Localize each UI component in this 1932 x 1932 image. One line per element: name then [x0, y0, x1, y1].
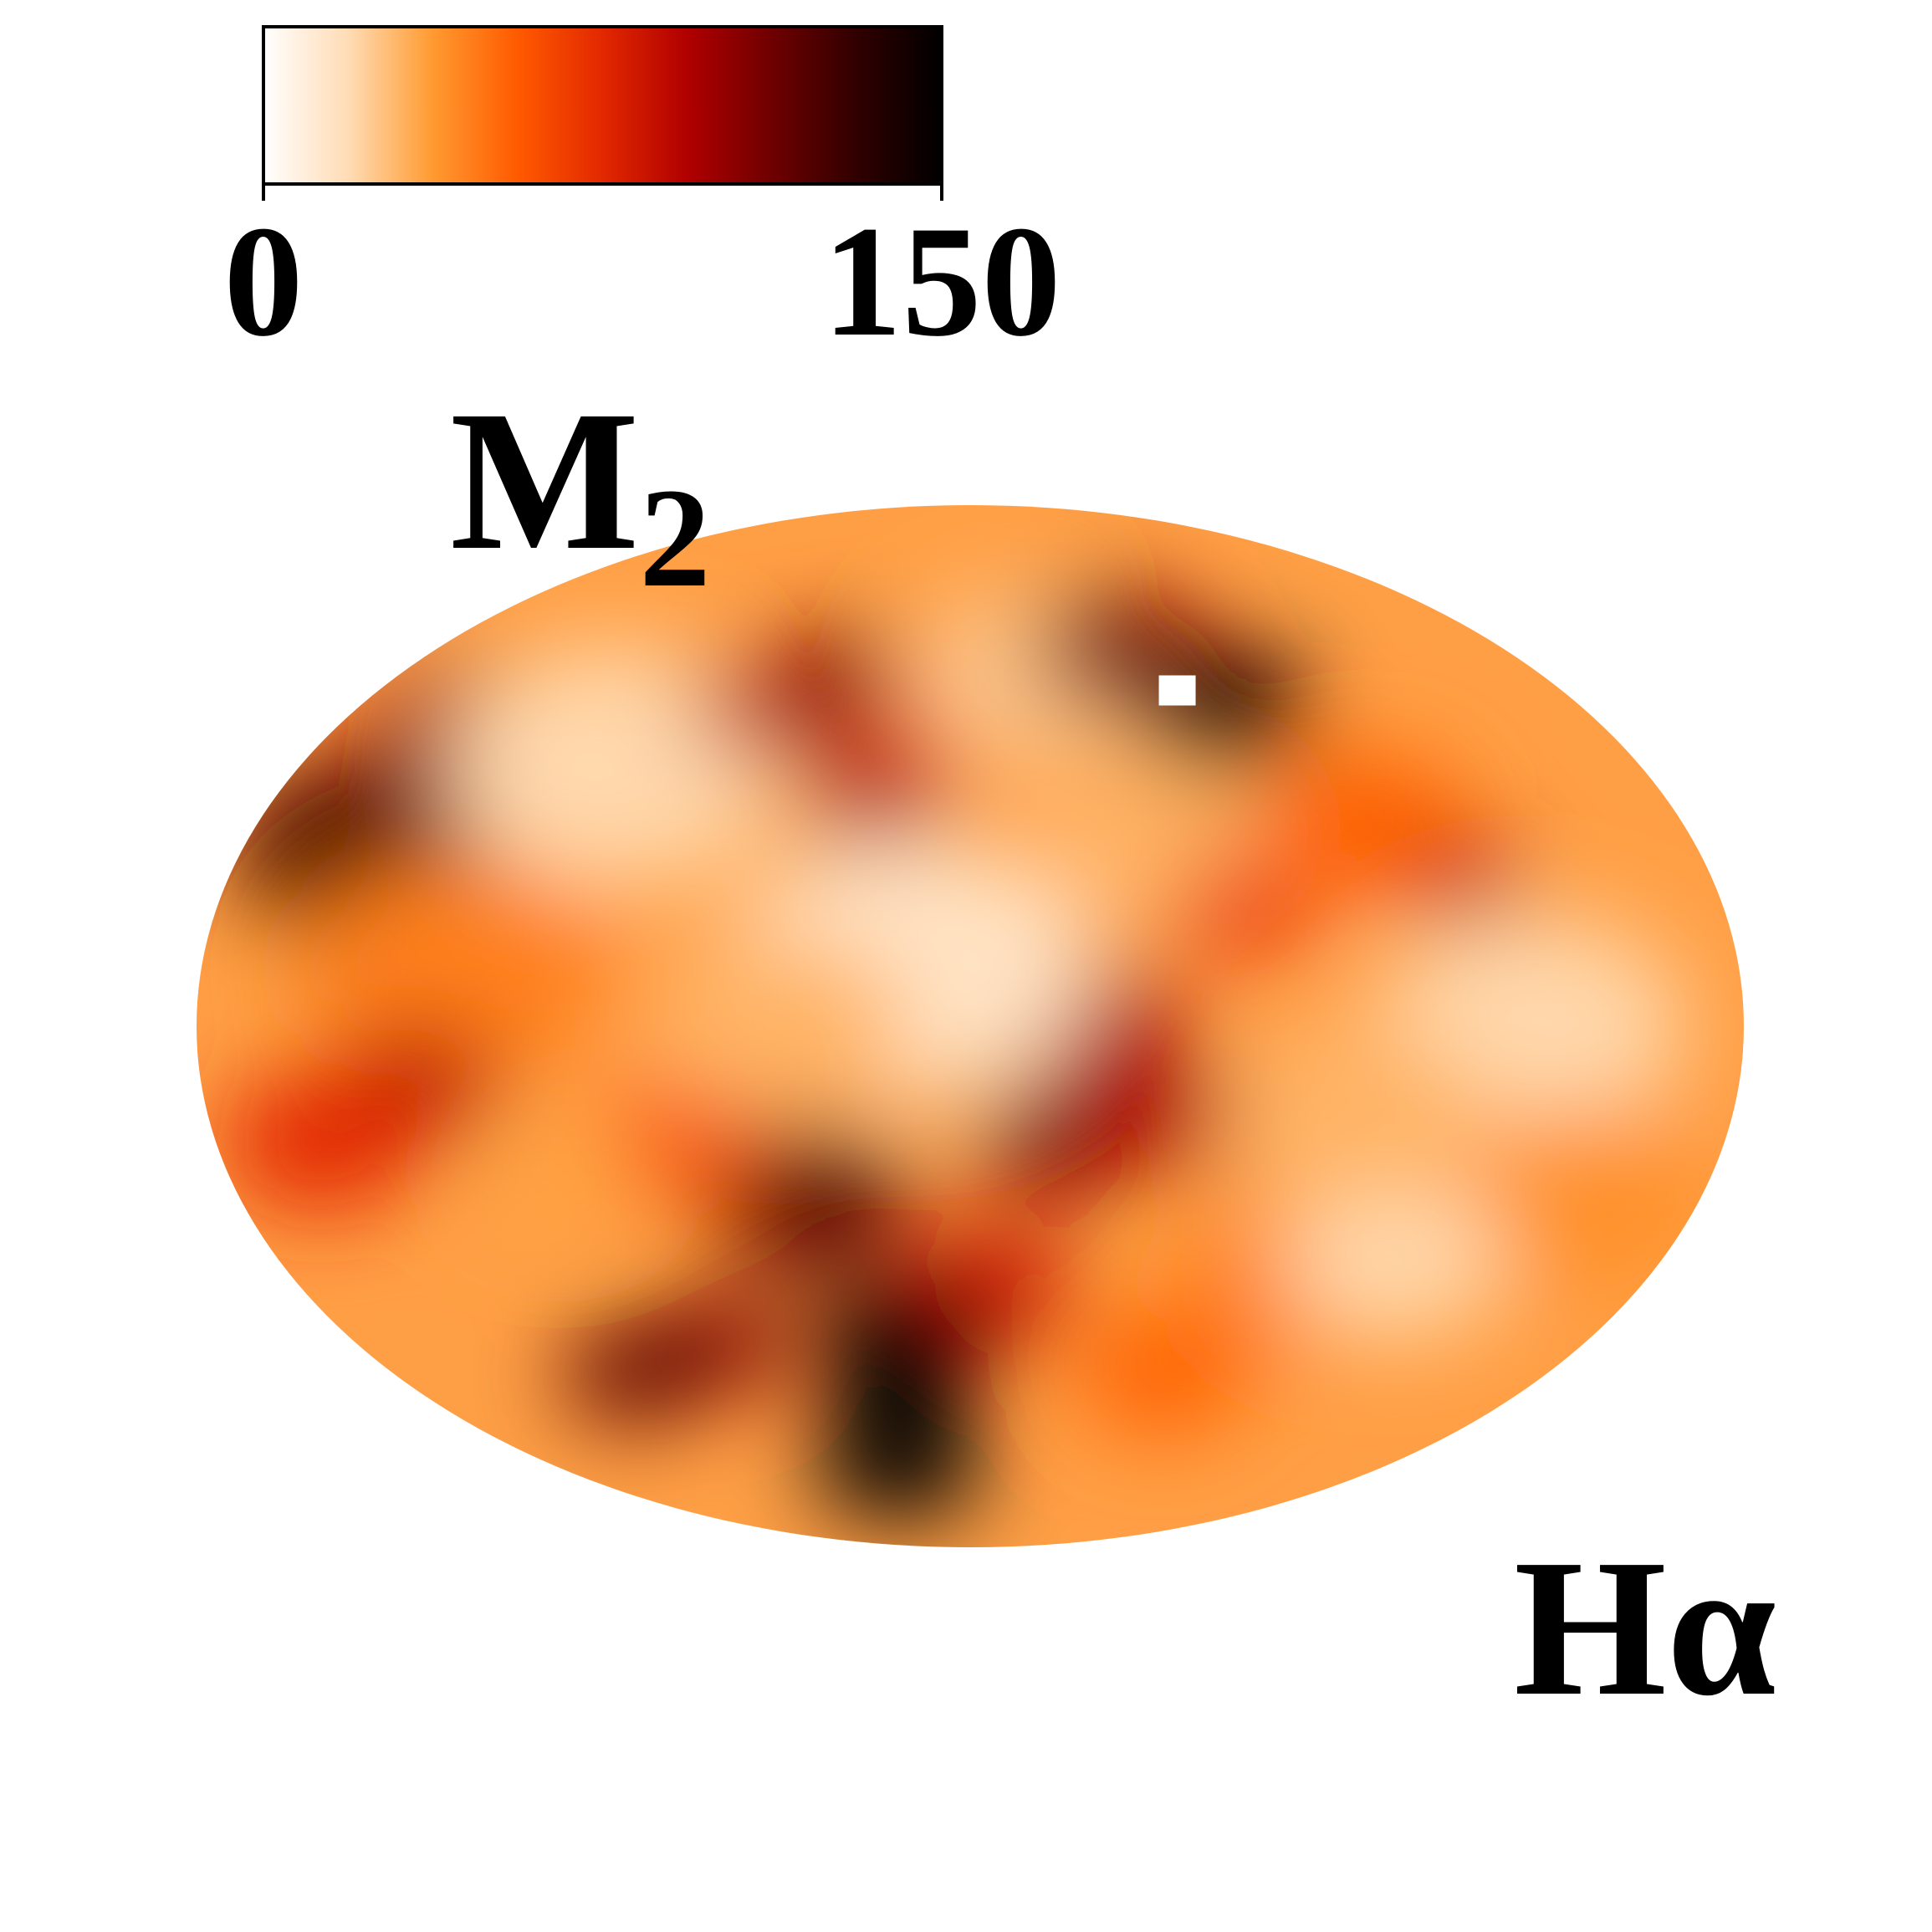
colorbar-fill [262, 25, 943, 186]
map-feature [1224, 1022, 1480, 1204]
corner-label: Hα [1514, 1519, 1776, 1736]
map-feature [1266, 753, 1466, 894]
sky-map [197, 505, 1744, 1547]
map-feature [1140, 647, 1311, 769]
map-feature [1280, 1177, 1508, 1338]
colorbar-tick-label-max: 150 [823, 194, 1061, 370]
map-feature [813, 1400, 984, 1521]
map-feature [1076, 1313, 1248, 1434]
map-feature [301, 857, 615, 1079]
colorbar-tick-label-min: 0 [224, 194, 304, 370]
map-feature [472, 1111, 643, 1232]
panel-label: M2 [450, 369, 711, 616]
map-feature [1408, 841, 1523, 922]
map-feature [648, 936, 905, 1117]
map-feature [708, 1129, 908, 1270]
panel-label-subscript: 2 [640, 459, 711, 616]
masked-pixel [1158, 675, 1196, 706]
map-feature [562, 1323, 705, 1424]
map-feature [1449, 1109, 1706, 1291]
map-feature [1082, 1057, 1239, 1168]
map-feature [810, 1279, 995, 1410]
map-feature [1171, 860, 1314, 961]
panel-label-main: M [450, 369, 640, 591]
map-feature [221, 1071, 421, 1213]
map-feature [802, 744, 945, 846]
colorbar: 0 150 [224, 25, 1061, 370]
